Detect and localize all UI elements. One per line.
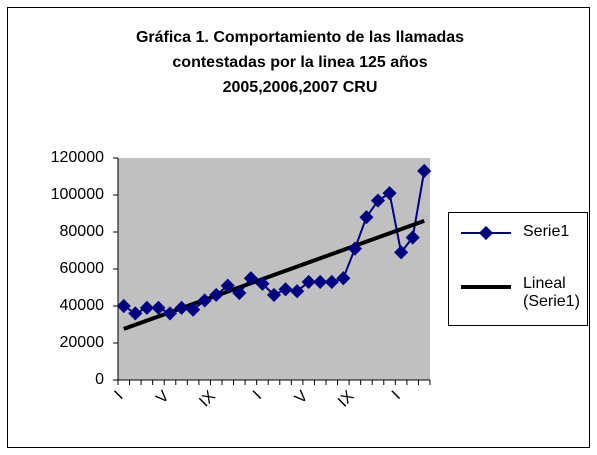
y-tick-label: 40000 [60,297,105,314]
data-point [336,271,351,286]
plot-area [118,158,430,380]
chart-title: 2005,2006,2007 CRU [223,79,378,96]
data-point [313,274,328,290]
data-point [209,287,224,302]
data-point [301,274,316,290]
data-point [151,300,166,315]
data-point [382,186,397,201]
data-point [162,306,178,321]
data-point [197,293,212,308]
data-point [232,285,247,301]
chart-title: contestadas por la linea 125 años [172,54,427,71]
data-point [405,230,420,245]
data-point [255,276,270,291]
y-tick-label: 0 [95,371,104,388]
legend-marker [478,225,494,241]
legend: Serie1 Lineal (Serie1) [448,212,588,326]
legend-label: Lineal (Serie1) [523,275,580,310]
data-point [266,287,282,302]
data-point [417,163,432,179]
data-point [324,274,339,290]
y-tick-label: 100000 [51,186,104,203]
y-tick-label: 60000 [60,260,105,277]
data-point [243,271,258,286]
y-tick-label: 20000 [60,334,105,351]
legend-label: Serie1 [523,223,570,240]
y-tick-label: 120000 [51,149,104,166]
data-point [220,278,235,293]
data-point [370,193,386,208]
chart-title: Gráfica 1. Comportamiento de las llamada… [136,29,464,46]
data-point [186,302,201,317]
data-point [394,245,409,260]
data-point [139,300,154,315]
data-point [116,298,131,314]
data-point [359,210,374,225]
legend-keys [461,225,511,289]
data-point [278,282,293,297]
y-tick-label: 80000 [60,223,105,240]
data-point [347,241,362,256]
data-point [174,300,189,315]
data-point [128,306,143,321]
data-point [290,284,305,299]
